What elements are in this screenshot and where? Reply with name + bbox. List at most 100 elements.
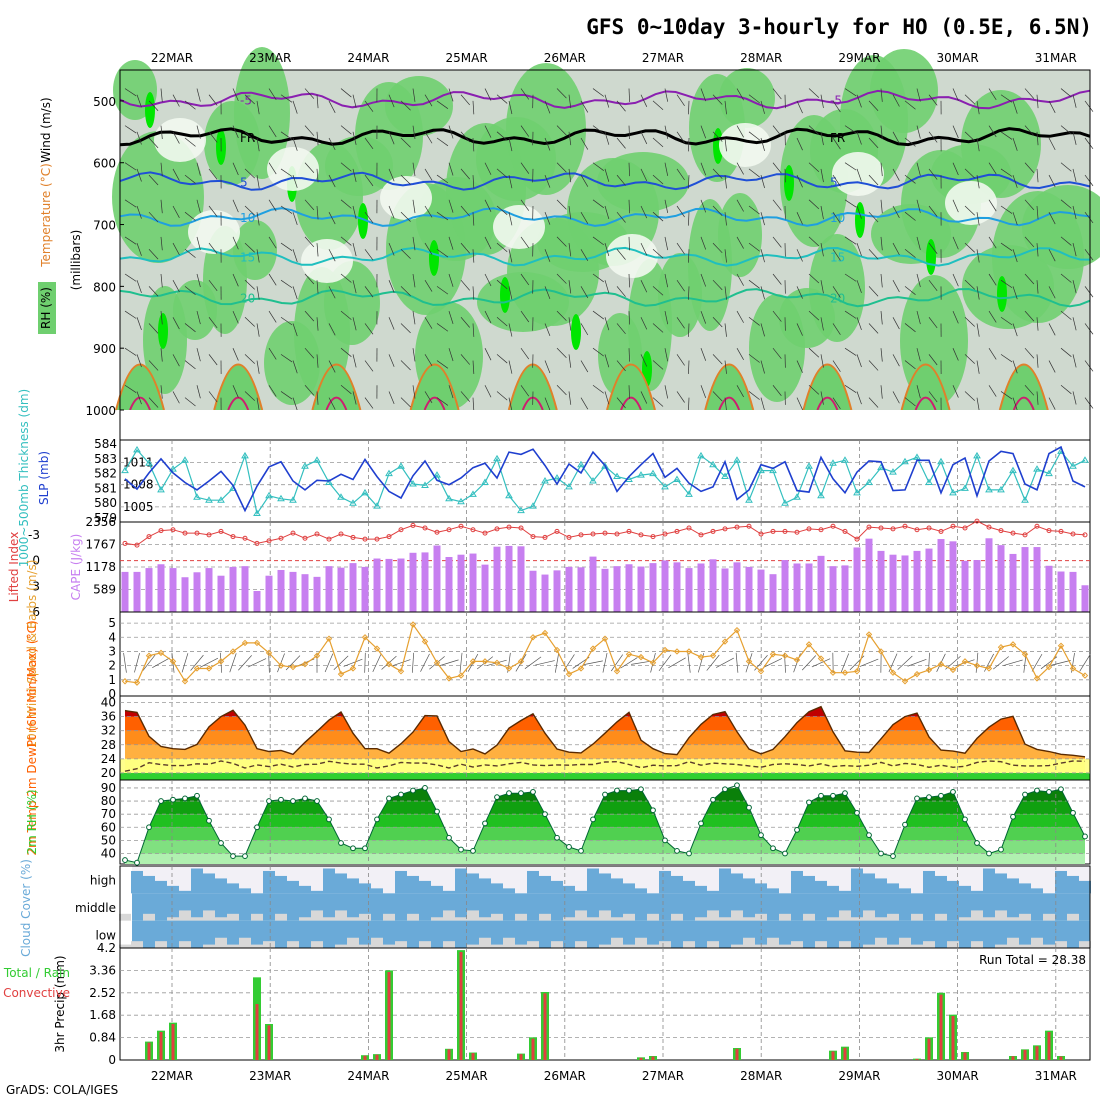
thickness-point (997, 485, 1005, 493)
rh-point (242, 853, 248, 860)
wind-barb (208, 354, 218, 366)
wind-barb (700, 162, 707, 176)
wind-barb (328, 137, 336, 151)
wind-barb (316, 131, 319, 146)
wind-barb (1060, 162, 1072, 172)
wind-barb (736, 162, 744, 175)
wind-barb (400, 211, 411, 222)
wind-barb (904, 360, 916, 370)
rh-dry-area (154, 118, 206, 162)
wind-barb (1000, 391, 1013, 400)
wind-barb-10m (984, 653, 994, 672)
wind-barb (916, 311, 921, 325)
thickness-point (673, 475, 681, 483)
rh-saturated-area (784, 165, 794, 201)
slp-tick-label: 1008 (123, 478, 154, 492)
rh-point (602, 791, 608, 798)
wind-barb (952, 310, 959, 324)
cape-tick-label: 1767 (85, 538, 116, 552)
cape-bar (385, 558, 393, 612)
precip-convective-bar (735, 1048, 739, 1060)
isotherm-label: 5 (240, 175, 248, 189)
wind-speed-point (313, 652, 321, 659)
warm-plume (606, 363, 656, 411)
wind-barb (232, 162, 239, 176)
rh-point (626, 787, 632, 794)
wind-barb (532, 391, 534, 405)
rh-moist-area (233, 220, 277, 280)
rh-moist-area (324, 261, 380, 345)
wind-barb (448, 385, 454, 399)
rh-point (758, 832, 764, 839)
warm-plume (704, 363, 755, 411)
wind-barb (376, 311, 378, 325)
precip-tick-label: 3.36 (89, 963, 116, 977)
rh-axis-label: 2m RH (%) (25, 789, 39, 854)
wind-barb (424, 279, 433, 292)
wind-barb (1012, 137, 1018, 151)
wind-barb (208, 317, 218, 329)
li-tick-label: 3 (32, 579, 40, 593)
lifted-index-point (698, 532, 704, 538)
cloud-cell (1067, 913, 1079, 921)
wind-barb (304, 125, 315, 136)
wind-barb (988, 236, 997, 249)
cloud-cell (335, 910, 347, 921)
wind-barb (292, 100, 298, 114)
wind-barb (640, 242, 648, 256)
wind-barb (880, 125, 883, 140)
rh-point (122, 857, 128, 863)
temp-line (124, 705, 1086, 758)
cloud-cell (347, 878, 359, 894)
wind-barb (868, 174, 879, 186)
lifted-index-point (290, 530, 296, 536)
wind-barb (352, 280, 357, 294)
wind-speed-point (697, 653, 705, 661)
wind-barb (424, 168, 433, 181)
wind-speed-point (397, 668, 405, 675)
wind-barb (508, 323, 513, 337)
wind-barb (1012, 212, 1018, 226)
cloud-level-label: middle (75, 901, 116, 915)
lifted-index-point (878, 525, 884, 531)
hot-plume (325, 396, 348, 411)
wind-barb (604, 168, 610, 182)
thickness-point (853, 488, 861, 496)
thickness-point (565, 482, 573, 490)
wind-barb (412, 88, 416, 102)
wind-barb (580, 137, 589, 150)
wind-barb (508, 360, 513, 374)
wind-barb (628, 125, 630, 140)
wind-barb (628, 385, 630, 399)
wind-barb (988, 199, 997, 212)
wind-barb (1036, 205, 1039, 220)
wind-barb (772, 199, 782, 211)
wind-barb (244, 391, 255, 401)
wind-barb-10m (123, 652, 127, 673)
wind-speed-point (469, 658, 477, 665)
wind-barb (316, 205, 319, 220)
slp-tick-label: 1005 (123, 500, 154, 514)
precip-convective-bar (639, 1057, 643, 1060)
lifted-index-point (986, 524, 992, 530)
rh-point (1070, 809, 1076, 816)
thickness-point (157, 485, 165, 493)
wind-barb (868, 397, 879, 408)
precip-convective-bar (963, 1052, 967, 1060)
wind-barb (844, 384, 857, 393)
thickness-point (301, 462, 309, 469)
cloud-cell (275, 875, 287, 894)
wind-barb (376, 385, 378, 399)
wind-barb (772, 273, 782, 285)
rh-point (482, 820, 488, 827)
wind-barb-10m (840, 653, 850, 673)
lifted-index-point (1034, 523, 1040, 529)
wind-barb (1036, 354, 1039, 368)
thickness-point (313, 456, 321, 463)
wind-barb (256, 360, 260, 374)
wind-barb (796, 323, 803, 336)
cloud-cell (575, 910, 587, 921)
cloud-cell (587, 917, 599, 921)
lifted-index-point (1082, 532, 1088, 538)
wind-barb-10m (219, 652, 223, 673)
